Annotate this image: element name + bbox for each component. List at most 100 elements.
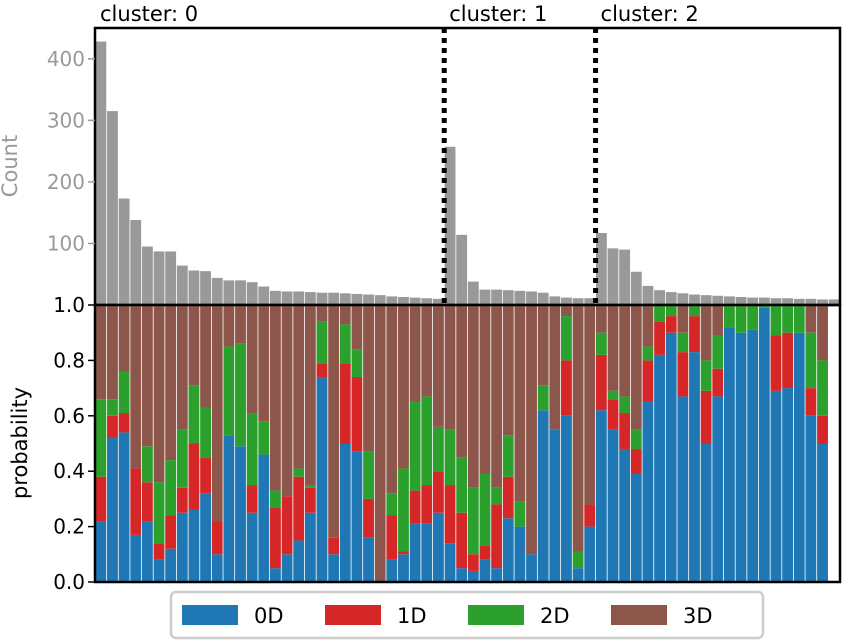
prob-bar-2D: [700, 360, 712, 391]
prob-bar-1D: [339, 363, 351, 444]
count-bar: [339, 293, 351, 305]
prob-ytick-label: 0.2: [53, 515, 85, 539]
prob-bar-0D: [467, 570, 479, 582]
cluster-label: cluster: 0: [100, 2, 198, 26]
prob-bar-0D: [561, 415, 572, 582]
prob-bar-3D: [293, 305, 305, 469]
prob-bar-2D: [444, 429, 456, 486]
prob-bar-1D: [491, 504, 503, 569]
prob-bar-0D: [211, 554, 223, 582]
prob-bar-3D: [386, 305, 398, 494]
prob-bar-1D: [561, 360, 572, 416]
count-bar: [735, 296, 747, 305]
prob-bar-0D: [700, 443, 712, 582]
prob-bar-0D: [304, 512, 316, 582]
count-bar: [782, 298, 794, 305]
prob-bar-2D: [432, 426, 444, 472]
prob-bar-3D: [642, 305, 654, 347]
legend-label-2D: 2D: [540, 604, 570, 628]
prob-bar-1D: [805, 388, 817, 416]
prob-bar-1D: [817, 415, 828, 444]
prob-bar-0D: [281, 554, 293, 582]
prob-bar-0D: [782, 388, 794, 582]
prob-bar-0D: [270, 568, 281, 582]
prob-bar-2D: [619, 396, 631, 414]
prob-bar-0D: [549, 429, 561, 582]
count-ytick-label: 100: [47, 231, 85, 255]
prob-bar-3D: [398, 305, 409, 469]
prob-bar-0D: [165, 548, 177, 582]
prob-bar-2D: [758, 305, 770, 308]
prob-bar-0D: [130, 534, 142, 582]
prob-bar-2D: [677, 332, 689, 353]
legend-label-3D: 3D: [683, 604, 713, 628]
prob-bar-3D: [363, 305, 374, 452]
prob-axis-title: probability: [8, 387, 32, 499]
prob-bar-0D: [712, 396, 724, 582]
count-bar: [432, 298, 444, 305]
count-bar: [200, 271, 212, 305]
prob-bar-2D: [654, 305, 665, 322]
prob-bar-3D: [165, 305, 177, 461]
count-bar: [642, 285, 654, 305]
prob-bar-1D: [188, 443, 200, 510]
prob-bar-2D: [561, 316, 572, 361]
prob-bar-2D: [316, 321, 328, 364]
prob-bar-1D: [281, 496, 293, 555]
prob-bar-0D: [502, 518, 514, 582]
prob-bar-3D: [526, 305, 537, 555]
prob-bar-3D: [176, 305, 188, 430]
count-bar: [374, 295, 386, 305]
prob-bar-2D: [607, 390, 619, 400]
prob-bar-0D: [153, 559, 165, 582]
count-bar: [526, 291, 537, 305]
count-bar: [584, 298, 596, 305]
prob-bar-1D: [95, 476, 107, 522]
prob-bar-0D: [235, 446, 246, 582]
prob-bar-0D: [188, 509, 200, 582]
cluster-label: cluster: 2: [601, 2, 699, 26]
prob-bar-2D: [351, 349, 363, 378]
prob-bar-3D: [95, 305, 107, 400]
count-bar: [386, 296, 398, 305]
count-bar: [153, 251, 165, 305]
legend-swatch-3D: [611, 605, 667, 625]
prob-bar-1D: [200, 457, 212, 494]
prob-bar-0D: [747, 329, 759, 582]
count-bar: [246, 282, 258, 305]
prob-bar-3D: [107, 305, 118, 400]
prob-bar-2D: [165, 460, 177, 516]
prob-bar-2D: [363, 451, 374, 499]
prob-bar-0D: [677, 396, 689, 582]
prob-bar-2D: [665, 305, 677, 317]
prob-bar-0D: [363, 537, 374, 582]
count-bar: [281, 291, 293, 305]
prob-bar-1D: [584, 504, 596, 527]
prob-bar-2D: [595, 332, 607, 355]
count-bar: [176, 265, 188, 305]
count-bar: [444, 146, 456, 305]
count-bar: [747, 297, 759, 305]
probability-panel: 0.0 0.2 0.4 0.6 0.8 1.0 probability: [8, 293, 842, 594]
prob-bar-1D: [630, 449, 642, 474]
prob-bar-2D: [572, 551, 584, 569]
prob-bar-1D: [270, 507, 281, 569]
prob-bar-0D: [409, 523, 421, 582]
prob-bar-1D: [409, 490, 421, 524]
prob-bar-3D: [630, 305, 642, 430]
prob-bar-0D: [619, 449, 631, 582]
prob-bar-0D: [141, 521, 153, 582]
prob-bar-2D: [246, 413, 258, 486]
prob-bar-2D: [456, 457, 468, 513]
prob-bar-2D: [176, 429, 188, 488]
prob-bar-1D: [246, 485, 258, 513]
prob-bar-1D: [211, 521, 223, 555]
count-bar: [514, 290, 526, 305]
prob-bar-3D: [572, 305, 584, 552]
prob-bar-2D: [95, 399, 107, 477]
prob-bar-0D: [339, 443, 351, 582]
prob-bar-2D: [735, 305, 747, 333]
prob-bar-2D: [107, 399, 118, 416]
prob-bar-1D: [293, 476, 305, 541]
prob-bar-2D: [386, 493, 398, 516]
